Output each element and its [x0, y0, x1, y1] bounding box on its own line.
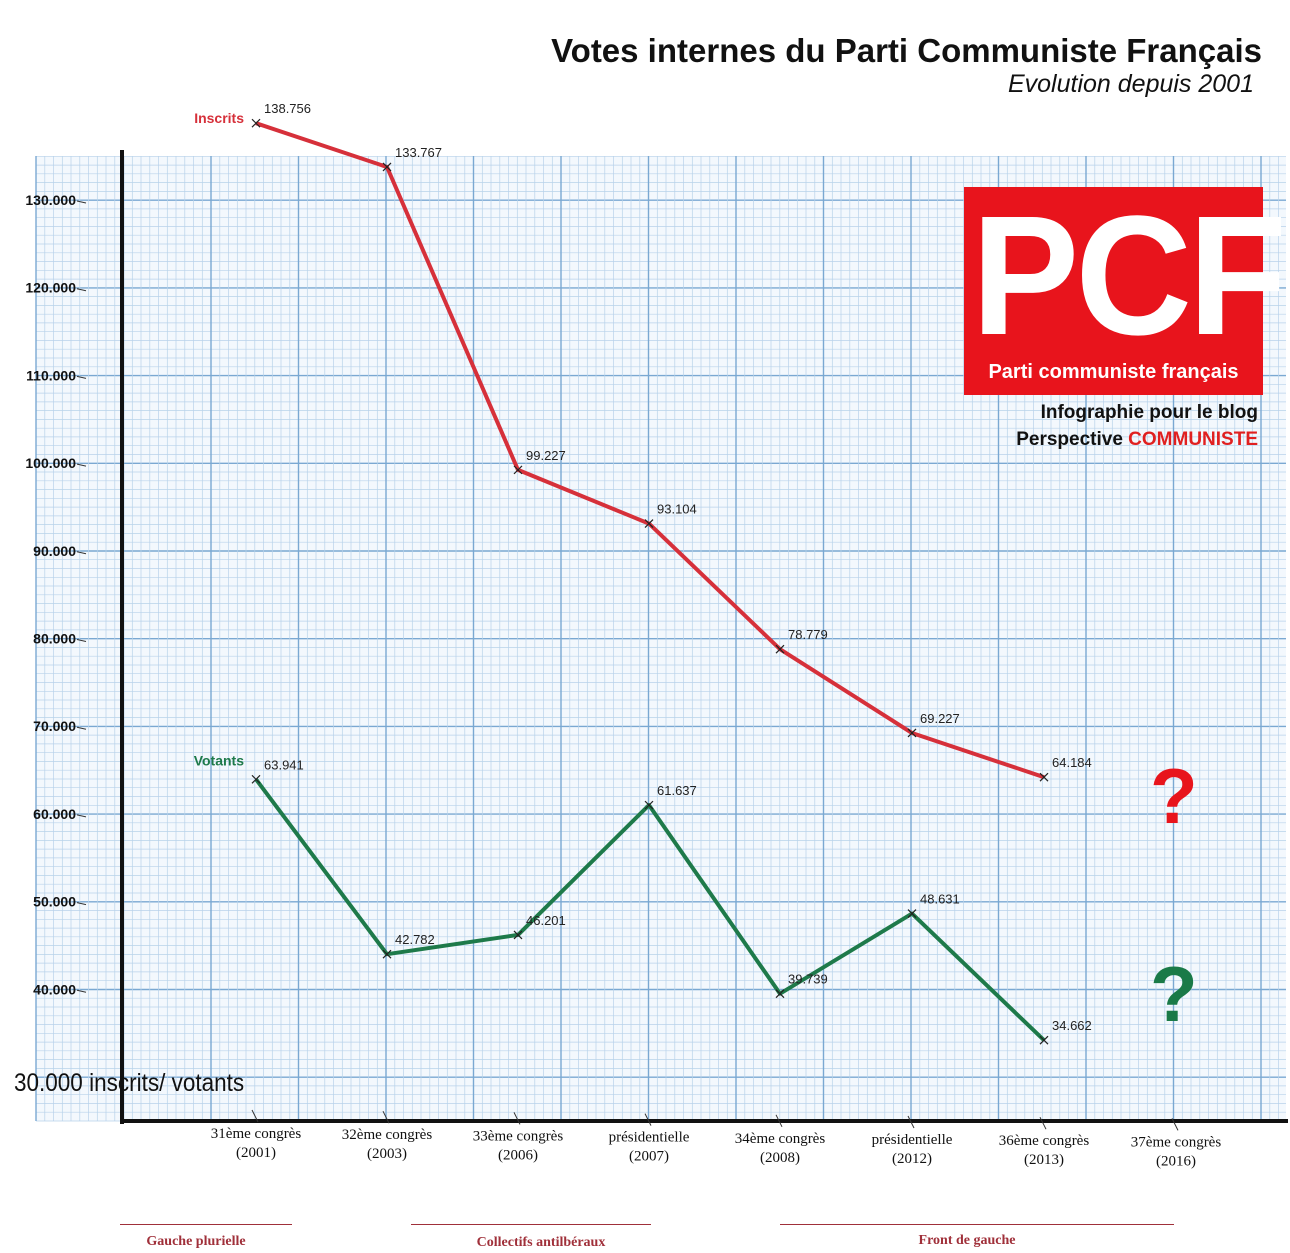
x-tick-mark	[1039, 1116, 1047, 1130]
x-tick-year: (2006)	[498, 1147, 538, 1163]
y-axis-label: 30.000 inscrits/ votants	[14, 1069, 245, 1097]
chart-title: Votes internes du Parti Communiste Franç…	[551, 32, 1262, 69]
y-tick-labels: 130.000 120.000 110.000 100.000 90.000 80.000…	[25, 192, 87, 997]
x-tick-year: (2001)	[236, 1145, 276, 1161]
data-point	[1039, 1035, 1049, 1045]
era-label-gauche-plurielle: Gauche plurielle	[146, 1234, 246, 1249]
y-tick-mark	[76, 814, 87, 818]
series-votants: 63.941 42.782 46.201 61.637 39.739 48.631 34.6…	[194, 752, 1092, 1045]
x-tick-year: (2013)	[1024, 1152, 1064, 1168]
x-tick-label: présidentielle	[609, 1130, 690, 1146]
data-point	[1039, 772, 1049, 782]
data-point	[907, 909, 917, 919]
era-label-collectifs: Collectifs antilbéraux	[476, 1235, 606, 1250]
y-tick-label: 90.000	[33, 543, 76, 559]
data-label: 138.756	[264, 101, 311, 116]
data-point	[513, 930, 523, 940]
data-point	[907, 728, 917, 738]
x-tick-mark	[1171, 1118, 1179, 1131]
x-tick-year: (2007)	[629, 1149, 669, 1165]
pcf-logo: PCF Parti communiste français	[964, 181, 1287, 395]
data-label: 63.941	[264, 757, 304, 772]
credit-line-1: Infographie pour le blog	[1040, 402, 1258, 423]
x-tick-label: présidentielle	[872, 1132, 953, 1148]
data-label: 48.631	[920, 892, 960, 907]
y-tick-label: 120.000	[25, 280, 76, 296]
question-mark-votants: ?	[1150, 950, 1198, 1038]
y-tick-mark	[76, 639, 87, 642]
data-label: 99.227	[526, 448, 566, 463]
y-tick-label: 50.000	[33, 894, 76, 910]
era-line-front-de-gauche	[780, 1224, 1174, 1225]
y-tick-label: 110.000	[26, 367, 76, 383]
x-tick-mark	[513, 1112, 521, 1125]
x-tick-year: (2012)	[892, 1151, 932, 1167]
credit-line-2: Perspective COMMUNISTE	[1016, 426, 1258, 453]
chart-axes	[120, 150, 1288, 1124]
data-label: 64.184	[1052, 755, 1092, 770]
series-name-label: Votants	[194, 752, 245, 768]
x-tick-label: 33ème congrès	[473, 1128, 564, 1144]
series-name-label: Inscrits	[194, 110, 244, 126]
x-tick-label: 37ème congrès	[1131, 1134, 1222, 1150]
y-tick-mark	[76, 463, 87, 467]
y-tick-mark	[76, 902, 87, 906]
y-tick-mark	[76, 375, 87, 379]
data-label: 42.782	[395, 932, 435, 947]
y-tick-mark	[76, 551, 87, 555]
era-line-gauche-plurielle	[120, 1224, 292, 1225]
y-tick-mark	[76, 288, 87, 292]
data-label: 93.104	[657, 502, 697, 517]
data-point	[513, 465, 523, 475]
y-tick-label: 70.000	[33, 718, 76, 734]
x-tick-label: 32ème congrès	[342, 1127, 433, 1143]
x-tick-mark	[907, 1115, 915, 1129]
x-tick-label: 34ème congrès	[735, 1131, 826, 1147]
data-point	[775, 989, 785, 999]
y-tick-mark	[76, 200, 87, 204]
series-inscrits: 138.756 133.767 99.227 93.104 78.779 69.227 64…	[194, 101, 1092, 782]
era-line-collectifs	[411, 1224, 651, 1225]
data-label: 39.739	[788, 972, 828, 987]
credit-block: Infographie pour le blog Perspective COM…	[1016, 399, 1258, 453]
y-tick-mark	[76, 989, 87, 993]
data-point	[382, 162, 392, 172]
x-tick-labels: 31ème congrès (2001) 32ème congrès (2003) 33…	[211, 1109, 1222, 1169]
x-tick-label: 36ème congrès	[999, 1133, 1090, 1149]
x-tick-mark	[775, 1114, 783, 1128]
y-tick-label: 80.000	[33, 631, 76, 647]
data-label: 46.201	[526, 913, 566, 928]
data-point	[644, 519, 654, 529]
logo-fullname: Parti communiste français	[988, 361, 1239, 383]
chart-series: 138.756 133.767 99.227 93.104 78.779 69.227 64…	[194, 101, 1092, 1045]
data-point	[775, 644, 785, 654]
data-label: 78.779	[788, 627, 828, 642]
era-label-front-de-gauche: Front de gauche	[918, 1233, 1016, 1248]
x-tick-year: (2003)	[367, 1146, 407, 1162]
y-tick-label: 40.000	[33, 981, 76, 997]
credit-prefix: Perspective	[1016, 429, 1129, 450]
x-tick-mark	[644, 1113, 652, 1126]
data-point	[382, 949, 392, 959]
data-label: 133.767	[395, 145, 442, 160]
data-label: 34.662	[1052, 1018, 1092, 1033]
data-point	[251, 118, 261, 128]
data-label: 69.227	[920, 711, 960, 726]
y-tick-label: 130.000	[25, 192, 76, 208]
chart-subtitle: Evolution depuis 2001	[1007, 70, 1254, 98]
data-point	[251, 774, 261, 784]
x-tick-label: 31ème congrès	[211, 1126, 302, 1142]
x-tick-year: (2008)	[760, 1150, 800, 1166]
credit-highlight: COMMUNISTE	[1128, 429, 1258, 450]
data-point	[644, 800, 654, 810]
y-tick-label: 100.000	[25, 455, 76, 471]
data-label: 61.637	[657, 783, 697, 798]
x-tick-mark	[382, 1110, 390, 1124]
question-mark-inscrits: ?	[1150, 752, 1198, 840]
logo-acronym: PCF	[971, 181, 1286, 371]
y-tick-mark	[76, 726, 87, 730]
y-tick-label: 60.000	[33, 806, 76, 822]
x-tick-year: (2016)	[1156, 1153, 1196, 1169]
x-tick-mark	[251, 1109, 259, 1123]
